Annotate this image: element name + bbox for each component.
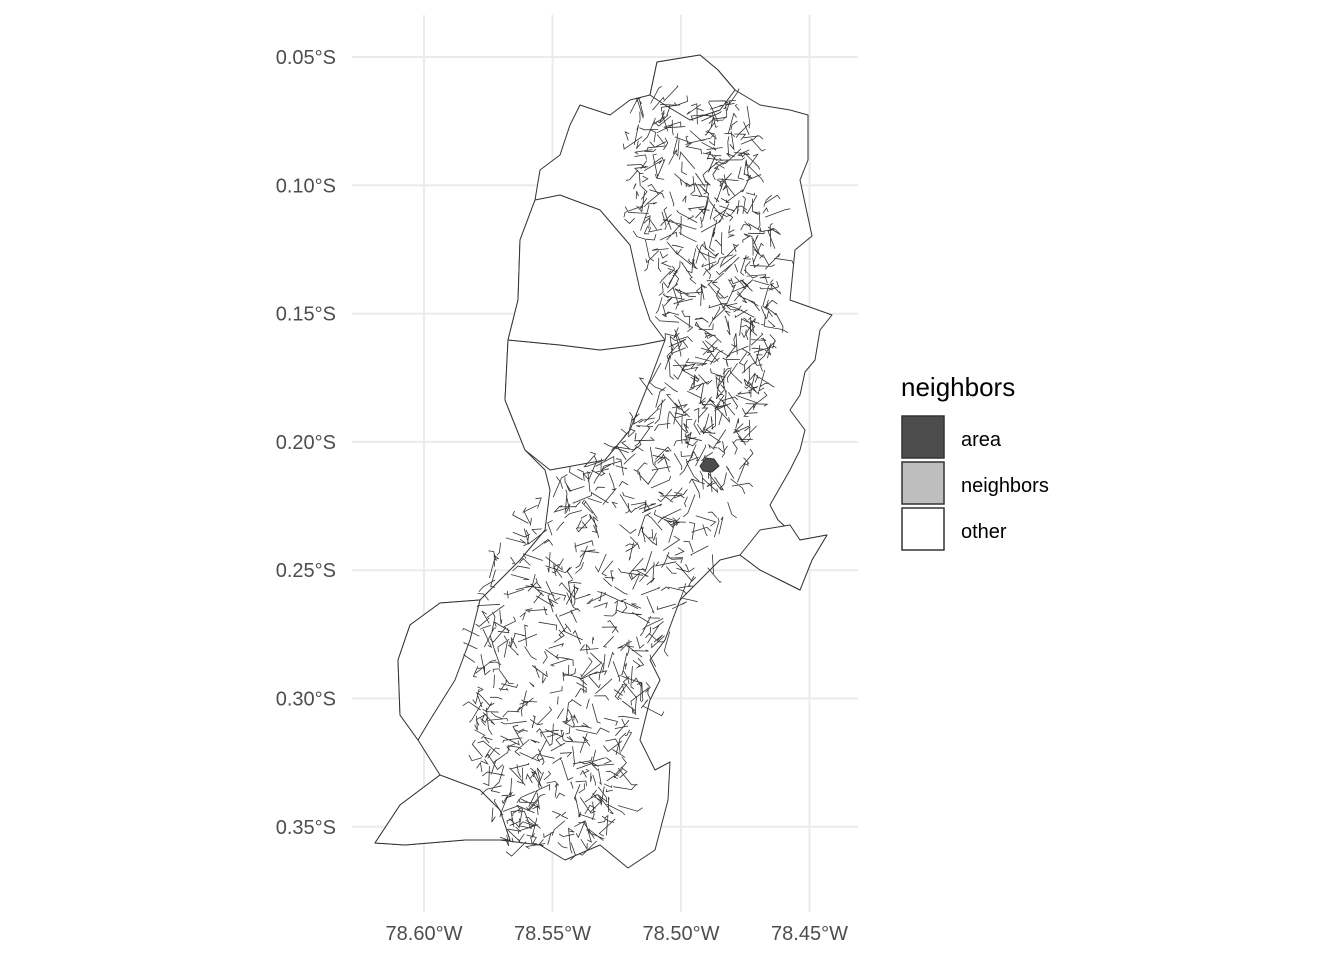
- map-regions: [374, 54, 833, 869]
- y-axis-tick-labels: 0.05°S 0.10°S 0.15°S 0.20°S 0.25°S 0.30°S 0.35…: [276, 47, 336, 839]
- legend-swatch-other: [901, 507, 945, 551]
- region-northwest-large: [507, 194, 666, 351]
- y-tick-label: 0.05°S: [276, 47, 336, 69]
- legend-title: neighbors: [901, 372, 1015, 402]
- parcel-boundaries: [462, 85, 795, 861]
- x-axis-tick-labels: 78.60°W 78.55°W 78.50°W 78.45°W: [386, 923, 849, 945]
- y-tick-label: 0.15°S: [276, 304, 336, 326]
- x-tick-label: 78.45°W: [771, 923, 848, 945]
- legend-swatch-neighbors: [901, 461, 945, 505]
- y-tick-label: 0.30°S: [276, 689, 336, 711]
- y-tick-label: 0.35°S: [276, 817, 336, 839]
- y-tick-label: 0.20°S: [276, 432, 336, 454]
- legend: neighbors area neighbors other: [901, 372, 1049, 551]
- x-tick-label: 78.50°W: [643, 923, 720, 945]
- region-north-tip: [649, 54, 736, 121]
- y-tick-label: 0.25°S: [276, 560, 336, 582]
- parcel-texture: [462, 85, 795, 861]
- region-southwest: [397, 599, 481, 741]
- y-tick-label: 0.10°S: [276, 175, 336, 197]
- region-east-lobe: [739, 524, 828, 591]
- legend-label-other: other: [961, 521, 1007, 543]
- x-tick-label: 78.60°W: [386, 923, 463, 945]
- x-tick-label: 78.55°W: [514, 923, 591, 945]
- highlighted-area-polygon: [699, 457, 720, 473]
- legend-label-neighbors: neighbors: [961, 475, 1049, 497]
- legend-swatch-area: [901, 415, 945, 459]
- legend-label-area: area: [961, 429, 1002, 451]
